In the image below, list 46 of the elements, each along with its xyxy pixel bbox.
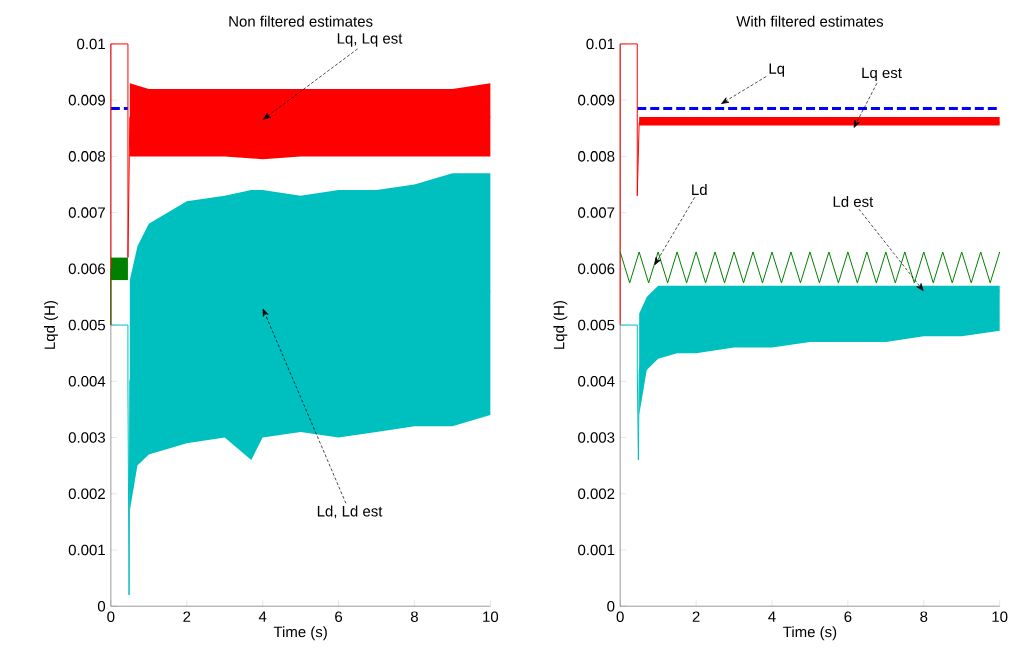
x-tick-label: 8 — [410, 611, 418, 622]
x-tick-label: 2 — [183, 611, 191, 622]
x-tick-label: 6 — [335, 611, 343, 622]
x-tick-label: 4 — [768, 611, 776, 622]
x-tick-label: 10 — [483, 611, 499, 622]
x-axis-title: Time (s) — [273, 626, 327, 641]
y-tick-label: 0.01 — [77, 38, 105, 50]
y-tick-label: 0.009 — [578, 94, 615, 106]
x-tick-label: 0 — [616, 611, 624, 622]
x-tick-label: 10 — [992, 611, 1008, 622]
x-tick-label: 0 — [107, 611, 115, 622]
x-tick-label: 2 — [692, 611, 700, 622]
y-tick-label: 0.007 — [68, 207, 105, 218]
y-tick-label: 0.004 — [68, 375, 106, 387]
y-tick-label: 0.001 — [578, 544, 615, 556]
annotation: Lq, Lq est — [337, 33, 403, 47]
annotation: Lq est — [862, 67, 902, 81]
y-tick-label: 0.007 — [578, 207, 615, 218]
y-tick-label: 0.002 — [68, 488, 105, 499]
annotation: Ld — [692, 184, 707, 196]
annotation: Lq — [769, 63, 785, 77]
y-axis-title: Lqd (H) — [44, 300, 58, 349]
y-tick-label: 0.003 — [578, 432, 615, 443]
y-axis-title: Lqd (H) — [553, 300, 568, 349]
x-tick-label: 6 — [844, 611, 852, 622]
y-tick-label: 0 — [97, 600, 106, 612]
x-tick-label: 8 — [920, 611, 928, 622]
y-tick-label: 0.008 — [68, 151, 106, 162]
annotation: Ld, Ld est — [317, 505, 383, 519]
annotation: Ld est — [833, 195, 874, 207]
y-tick-label: 0.001 — [68, 544, 105, 556]
y-tick-label: 0.008 — [578, 151, 615, 162]
y-tick-label: 0.01 — [586, 38, 615, 50]
x-axis-title: Time (s) — [783, 626, 837, 641]
x-tick-label: 4 — [258, 611, 267, 622]
y-tick-label: 0.003 — [68, 432, 106, 443]
y-tick-label: 0.005 — [68, 319, 106, 331]
chart-title: With filtered estimates — [736, 15, 884, 27]
y-tick-label: 0 — [607, 600, 615, 612]
y-tick-label: 0.002 — [578, 488, 615, 499]
y-tick-label: 0.006 — [578, 263, 615, 275]
chart-title: Non filtered estimates — [229, 15, 373, 27]
y-tick-label: 0.006 — [68, 263, 106, 275]
y-tick-label: 0.004 — [578, 375, 615, 387]
y-tick-label: 0.005 — [578, 319, 615, 331]
y-tick-label: 0.009 — [68, 94, 105, 106]
